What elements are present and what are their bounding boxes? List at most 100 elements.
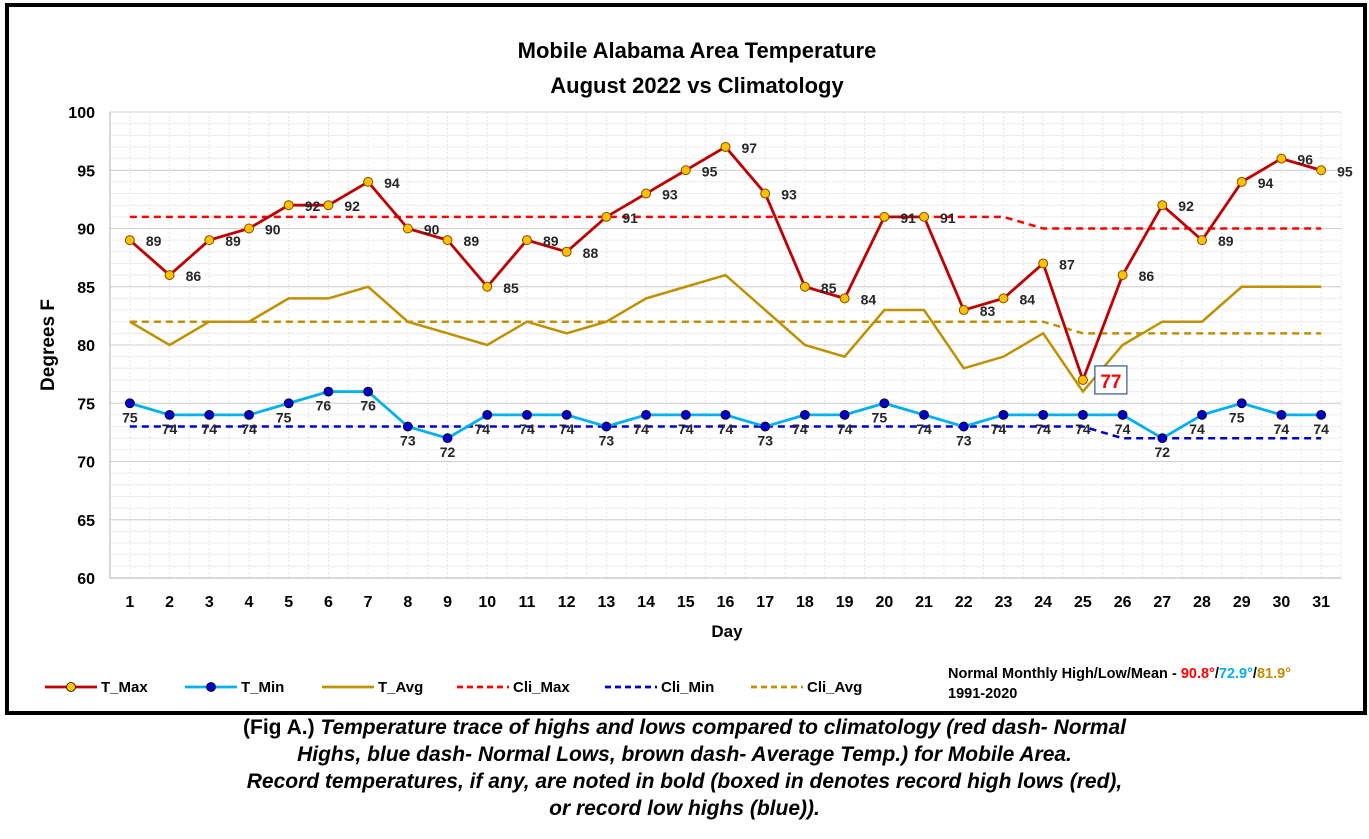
t-max-data-label: 95 [1337, 163, 1353, 179]
t-min-data-label: 75 [276, 409, 292, 425]
x-tick-label: 30 [1273, 594, 1291, 611]
x-tick-label: 25 [1074, 594, 1092, 611]
normals-text: Normal Monthly High/Low/Mean - 90.8°/72.… [948, 666, 1291, 682]
t-max-point [204, 235, 215, 246]
y-tick-label: 95 [77, 163, 95, 180]
t-max-point [1038, 258, 1049, 269]
t-min-point [680, 409, 691, 420]
t-min-point [800, 409, 810, 420]
t-min-point [561, 409, 572, 420]
t-min-point [124, 398, 135, 409]
t-min-data-label: 75 [872, 409, 888, 425]
t-max-point [482, 281, 493, 292]
caption-line-4: or record low highs (blue)). [549, 797, 820, 820]
t-min-point [164, 409, 175, 420]
t-max-data-label: 92 [305, 198, 321, 214]
chart-title-line-1: Mobile Alabama Area Temperature [518, 38, 877, 63]
y-tick-label: 75 [77, 396, 95, 413]
caption-text-1: Temperature trace of highs and lows comp… [320, 716, 1126, 739]
t-max-point [1197, 235, 1208, 246]
t-min-data-label: 74 [1189, 421, 1205, 437]
legend-cli-max-label: Cli_Max [513, 679, 570, 696]
t-max-data-label: 83 [980, 303, 996, 319]
t-min-data-label: 74 [633, 421, 649, 437]
t-min-data-label: 74 [916, 421, 932, 437]
t-min-point [204, 409, 215, 420]
t-max-point [799, 281, 810, 292]
x-tick-label: 5 [284, 594, 293, 611]
t-min-point [958, 421, 969, 432]
t-min-point [1077, 409, 1088, 420]
caption-prefix: (Fig A.) [243, 716, 321, 739]
t-min-point [919, 409, 929, 420]
x-tick-label: 10 [478, 594, 496, 611]
t-max-point [680, 165, 691, 176]
t-min-data-label: 74 [1274, 421, 1290, 437]
t-max-point [402, 223, 413, 234]
t-min-point [760, 421, 771, 432]
normals-sep: / [1215, 666, 1219, 682]
t-min-point [641, 409, 651, 420]
t-min-data-label: 75 [1229, 409, 1245, 425]
t-max-data-label: 84 [1019, 291, 1035, 307]
t-max-data-label: 93 [662, 187, 678, 203]
t-max-point [1077, 374, 1088, 385]
x-axis-title: Day [711, 622, 743, 641]
t-max-data-label: 89 [543, 233, 559, 249]
y-tick-label: 85 [77, 280, 95, 297]
t-min-data-label: 73 [400, 433, 416, 449]
t-min-data-label: 74 [991, 421, 1007, 437]
x-tick-label: 27 [1153, 594, 1171, 611]
t-min-data-label: 75 [122, 409, 138, 425]
t-min-data-label: 74 [1313, 421, 1329, 437]
t-max-data-label: 88 [583, 245, 599, 261]
t-max-point [998, 293, 1009, 304]
t-max-data-label: 84 [861, 291, 877, 307]
caption-line-1: (Fig A.) Temperature trace of highs and … [0, 714, 1369, 741]
x-tick-label: 19 [836, 594, 854, 611]
t-max-data-label: 90 [265, 222, 281, 238]
legend-cli-avg-label: Cli_Avg [807, 679, 862, 696]
x-tick-label: 1 [125, 594, 134, 611]
t-min-point [323, 386, 334, 397]
t-max-point [641, 188, 652, 199]
t-max-point [521, 235, 532, 246]
normals-mean: 81.9° [1257, 666, 1291, 682]
t-max-data-label: 91 [622, 210, 638, 226]
t-min-data-label: 74 [718, 421, 734, 437]
legend-t-max-label: T_Max [101, 679, 148, 696]
x-tick-label: 22 [955, 594, 973, 611]
t-min-data-label: 72 [440, 444, 456, 460]
t-min-data-label: 74 [201, 421, 217, 437]
x-tick-label: 28 [1193, 594, 1211, 611]
t-min-data-label: 74 [241, 421, 257, 437]
t-min-data-label: 74 [1035, 421, 1051, 437]
t-min-data-label: 74 [678, 421, 694, 437]
t-max-point [363, 176, 374, 187]
t-max-data-label: 91 [900, 210, 916, 226]
t-min-point [1157, 433, 1168, 444]
caption-line-2: Highs, blue dash- Normal Lows, brown das… [297, 743, 1072, 766]
t-min-point [402, 421, 413, 432]
y-tick-label: 60 [77, 571, 95, 588]
x-tick-label: 23 [995, 594, 1013, 611]
t-min-point [522, 409, 532, 420]
t-min-point [879, 398, 890, 409]
x-tick-label: 16 [717, 594, 735, 611]
t-min-data-label: 74 [1075, 421, 1091, 437]
normals-high: 90.8° [1181, 666, 1215, 682]
t-max-point [442, 235, 453, 246]
t-max-data-label: 95 [702, 163, 718, 179]
t-min-point [442, 433, 453, 444]
t-max-point [958, 305, 969, 316]
t-min-data-label: 74 [792, 421, 808, 437]
t-max-data-label: 85 [503, 280, 519, 296]
t-max-point [919, 211, 930, 222]
t-max-point [720, 141, 731, 152]
x-tick-label: 6 [324, 594, 333, 611]
x-tick-label: 21 [915, 594, 933, 611]
x-tick-label: 4 [245, 594, 254, 611]
legend-cli-min-label: Cli_Min [661, 679, 714, 696]
series-line-t-avg [129, 273, 1322, 394]
x-tick-label: 15 [677, 594, 695, 611]
